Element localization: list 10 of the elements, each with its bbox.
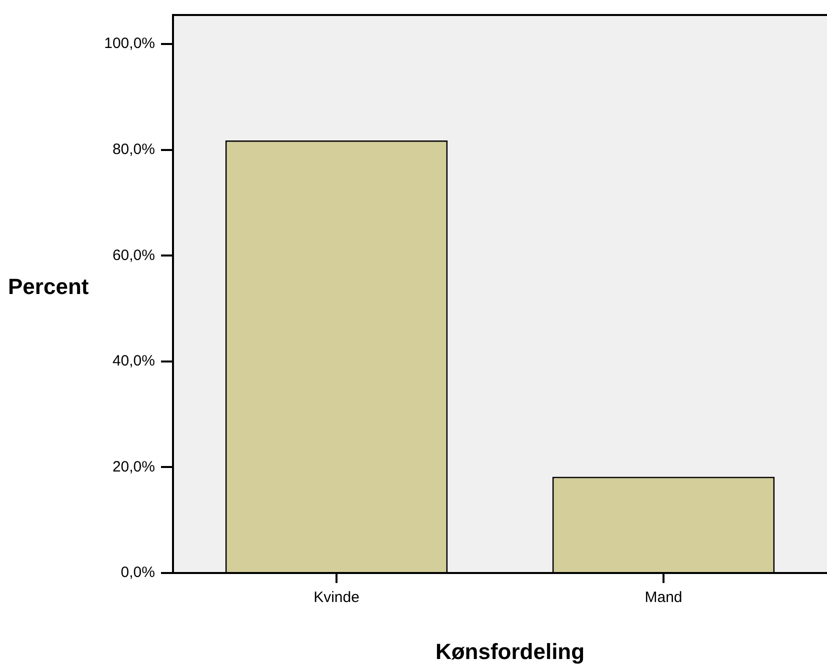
y-tick-label: 20,0%	[112, 458, 155, 476]
y-tick-label: 40,0%	[112, 352, 155, 370]
y-axis-title: Percent	[8, 274, 90, 300]
x-axis-title: Kønsfordeling	[435, 639, 585, 664]
y-tick-label: 60,0%	[112, 246, 155, 264]
y-tick-label: 0,0%	[120, 564, 155, 582]
x-tick-label: Kvinde	[314, 589, 360, 606]
y-tick-label: 80,0%	[112, 141, 155, 158]
x-tick-label: Mand	[644, 589, 682, 606]
y-tick-label: 100,0%	[104, 35, 155, 52]
